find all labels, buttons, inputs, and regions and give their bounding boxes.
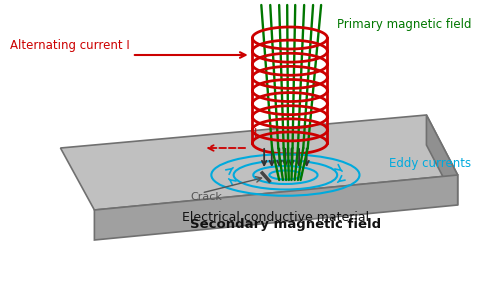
Text: Electrical conductive material: Electrical conductive material <box>182 211 370 224</box>
Text: Primary magnetic field: Primary magnetic field <box>336 18 471 31</box>
Text: Crack: Crack <box>190 192 222 202</box>
Polygon shape <box>426 115 458 205</box>
Text: I: I <box>254 127 258 140</box>
Polygon shape <box>95 175 458 240</box>
Text: Alternating current I: Alternating current I <box>11 39 130 52</box>
Text: Secondary magnetic field: Secondary magnetic field <box>190 218 381 231</box>
Text: Eddy currents: Eddy currents <box>389 157 471 170</box>
Polygon shape <box>60 115 458 210</box>
